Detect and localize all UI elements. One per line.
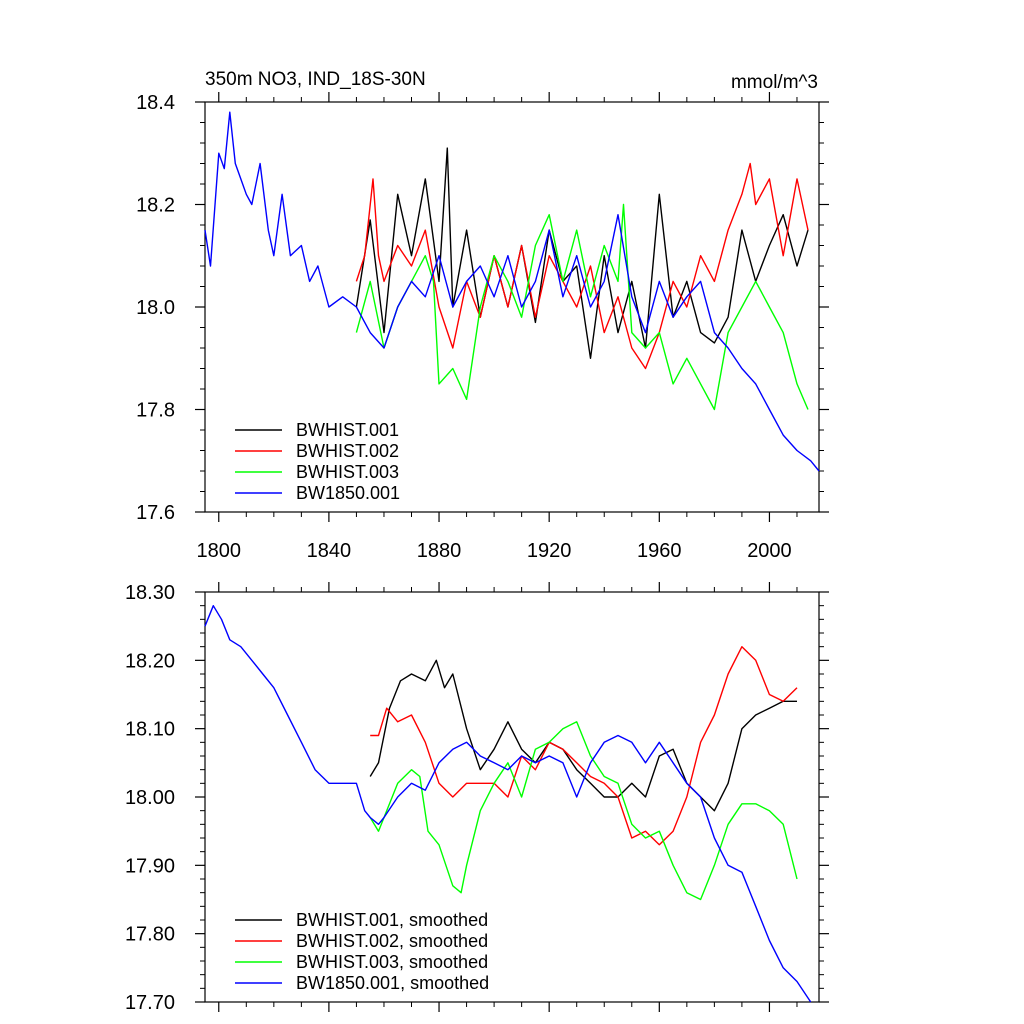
bottom-series-line-bwhist-003 bbox=[369, 721, 798, 901]
top-xtick-label: 1840 bbox=[307, 540, 352, 562]
bottom-ytick-label: 18.10 bbox=[125, 719, 175, 741]
bottom-ytick-label: 18.30 bbox=[125, 582, 175, 604]
top-legend-label: BW1850.001 bbox=[296, 483, 400, 503]
bottom-ytick-label: 17.70 bbox=[125, 992, 175, 1014]
top-ytick-label: 17.6 bbox=[136, 502, 175, 524]
bottom-ytick-label: 18.20 bbox=[125, 650, 175, 672]
bottom-legend-label: BWHIST.003, smoothed bbox=[296, 952, 488, 972]
bottom-panel: 17.70 17.80 17.90 18.00 18.10 18.20 18.30 BWHI… bbox=[125, 582, 829, 1014]
top-axis-ticks: 1800 1840 1880 1920 1960 2000 17.6 17.8 18.0 18.2… bbox=[136, 92, 829, 562]
bottom-legend-label: BWHIST.002, smoothed bbox=[296, 931, 488, 951]
top-series-line-bwhist-001 bbox=[355, 147, 809, 359]
top-xtick-label: 2000 bbox=[747, 540, 792, 562]
top-series-line-bwhist-002 bbox=[355, 162, 809, 370]
top-legend-label: BWHIST.003 bbox=[296, 462, 399, 482]
bottom-series-lines bbox=[204, 605, 812, 1003]
top-legend-label: BWHIST.002 bbox=[296, 441, 399, 461]
top-xtick-label: 1960 bbox=[637, 540, 682, 562]
bottom-ytick-label: 18.00 bbox=[125, 787, 175, 809]
top-ytick-label: 18.4 bbox=[136, 92, 175, 114]
top-panel: 350m NO3, IND_18S-30N mmol/m^3 1800 1840 1… bbox=[136, 69, 829, 562]
top-ytick-label: 18.2 bbox=[136, 195, 175, 217]
top-ytick-label: 18.0 bbox=[136, 297, 175, 319]
top-series-line-bw1850-001 bbox=[204, 111, 820, 472]
bottom-legend-label: BWHIST.001, smoothed bbox=[296, 910, 488, 930]
top-xtick-label: 1880 bbox=[417, 540, 462, 562]
bottom-series-line-bwhist-001 bbox=[369, 659, 797, 812]
bottom-ytick-label: 17.80 bbox=[125, 924, 175, 946]
bottom-series-line-bw1850-001 bbox=[204, 605, 812, 1003]
bottom-axis-ticks: 17.70 17.80 17.90 18.00 18.10 18.20 18.30 bbox=[125, 582, 829, 1014]
top-legend-label: BWHIST.001 bbox=[296, 420, 399, 440]
top-xtick-label: 1800 bbox=[197, 540, 242, 562]
bottom-ytick-label: 17.90 bbox=[125, 855, 175, 877]
top-xtick-label: 1920 bbox=[527, 540, 572, 562]
bottom-series-line-bwhist-002 bbox=[370, 646, 798, 846]
top-series-lines bbox=[204, 111, 820, 472]
top-panel-title: 350m NO3, IND_18S-30N bbox=[205, 69, 426, 90]
top-panel-units: mmol/m^3 bbox=[731, 72, 818, 93]
top-ytick-label: 17.8 bbox=[136, 400, 175, 422]
bottom-legend-label: BW1850.001, smoothed bbox=[296, 973, 489, 993]
